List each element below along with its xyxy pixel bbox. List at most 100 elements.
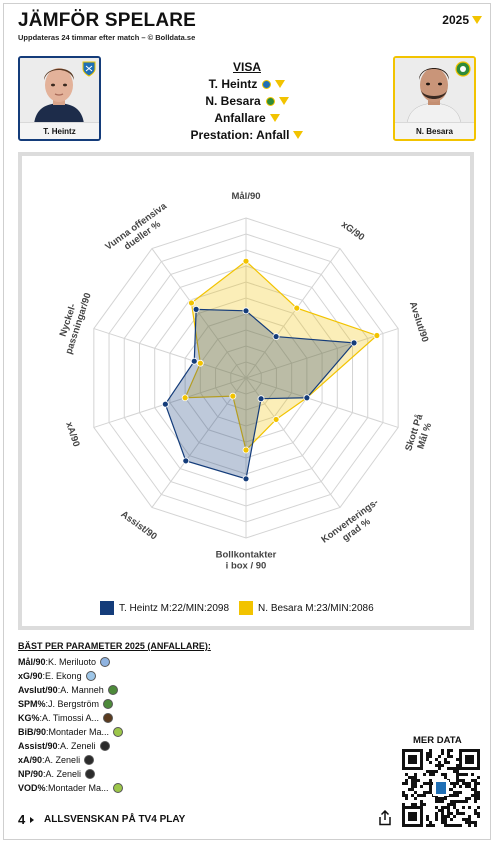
qr-module [453,815,456,818]
qr-module [405,797,408,800]
club-badge-icon [107,685,118,695]
qr-module [411,794,414,797]
qr-module [423,791,426,794]
club-badge-icon [262,79,272,89]
qr-module [441,809,444,812]
qr-module [429,782,432,785]
legend-swatch-heintz [100,601,114,615]
qr-module [426,755,429,758]
qr-module [450,803,453,806]
best-player[interactable]: K. Meriluoto [48,657,97,667]
qr-module [459,779,462,782]
qr-module [447,755,450,758]
best-player[interactable]: A. Manneh [60,685,104,695]
club-badge-icon [85,769,96,779]
radar-axis-line [245,328,399,379]
club-badge-icon [265,96,275,106]
visa-heading: VISA [150,60,344,74]
tv4-promo[interactable]: 4 ALLSVENSKAN PÅ TV4 PLAY [18,812,185,826]
qr-module [402,803,405,806]
qr-module [462,818,465,821]
qr-module [414,785,417,788]
qr-module [441,752,444,755]
qr-finder-core [408,812,417,821]
position-selector[interactable]: Anfallare [150,111,344,125]
radar-point-0-0 [242,307,250,315]
stat-group-selector[interactable]: Prestation: Anfall [150,128,344,142]
best-player[interactable]: A. Zeneli [45,769,82,779]
qr-module [405,794,408,797]
player-card-right[interactable]: N. Besara [393,56,476,141]
qr-module [477,782,480,785]
qr-module [459,824,462,827]
best-param: Avslut/90 [18,685,58,695]
qr-module [414,803,417,806]
qr-module [456,791,459,794]
best-player[interactable]: A. Timossi A... [42,713,100,723]
qr-module [447,803,450,806]
best-row: KG%: A. Timossi A... [18,711,123,725]
qr-module [441,821,444,824]
qr-module [411,779,414,782]
best-row: Avslut/90: A. Manneh [18,683,123,697]
qr-module [450,749,453,752]
best-player[interactable]: A. Zeneli [44,755,81,765]
qr-module [423,794,426,797]
qr-module [426,782,429,785]
qr-module [450,824,453,827]
qr-module [447,824,450,827]
legend-item-heintz[interactable]: T. Heintz M:22/MIN:2098 [100,601,229,615]
qr-module [456,812,459,815]
qr-logo [436,782,446,794]
qr-module [459,812,462,815]
player-card-left[interactable]: T. Heintz [18,56,101,141]
qr-module [435,800,438,803]
qr-module [414,779,417,782]
best-param: SPM% [18,699,46,709]
dropdown-arrow-icon [275,80,286,88]
qr-module [456,764,459,767]
qr-module [423,773,426,776]
qr-module [435,818,438,821]
qr-module [450,818,453,821]
qr-module [468,815,471,818]
more-data-label: MER DATA [413,735,462,746]
radar-axis-label: Konverterings-grad % [319,497,380,546]
qr-module [474,812,477,815]
qr-module [468,782,471,785]
best-player[interactable]: Montader Ma... [48,783,109,793]
page-title: JÄMFÖR SPELARE [18,10,197,31]
best-row: VOD%: Montader Ma... [18,781,123,795]
qr-module [474,785,477,788]
qr-module [453,767,456,770]
qr-module [432,824,435,827]
radar-axis-line [93,328,247,379]
qr-code-icon[interactable] [400,747,482,829]
visa-label: VISA [232,60,261,74]
radar-axis-label: Avslut/90 [407,300,430,343]
dropdown-arrow-icon [293,131,304,139]
player2-selector[interactable]: N. Besara [150,94,344,108]
qr-module [444,821,447,824]
qr-module [453,791,456,794]
qr-module [456,800,459,803]
club-badge-icon [82,61,96,77]
player1-selector[interactable]: T. Heintz [150,77,344,91]
best-player[interactable]: J. Bergström [48,699,100,709]
qr-module [441,815,444,818]
qr-module [462,782,465,785]
radar-axis-label: xA/90 [63,421,81,449]
legend-item-besara[interactable]: N. Besara M:23/MIN:2086 [239,601,374,615]
radar-point-0-6 [182,457,190,465]
share-icon[interactable] [378,810,392,826]
qr-module [426,758,429,761]
year-selector[interactable]: 2025 [442,13,482,27]
best-player[interactable]: E. Ekong [45,671,82,681]
qr-module [447,749,450,752]
best-row: xA/90: A. Zeneli [18,753,123,767]
best-player[interactable]: A. Zeneli [60,741,96,751]
best-player[interactable]: Montader Ma... [48,727,110,737]
best-separator: : [42,671,46,681]
